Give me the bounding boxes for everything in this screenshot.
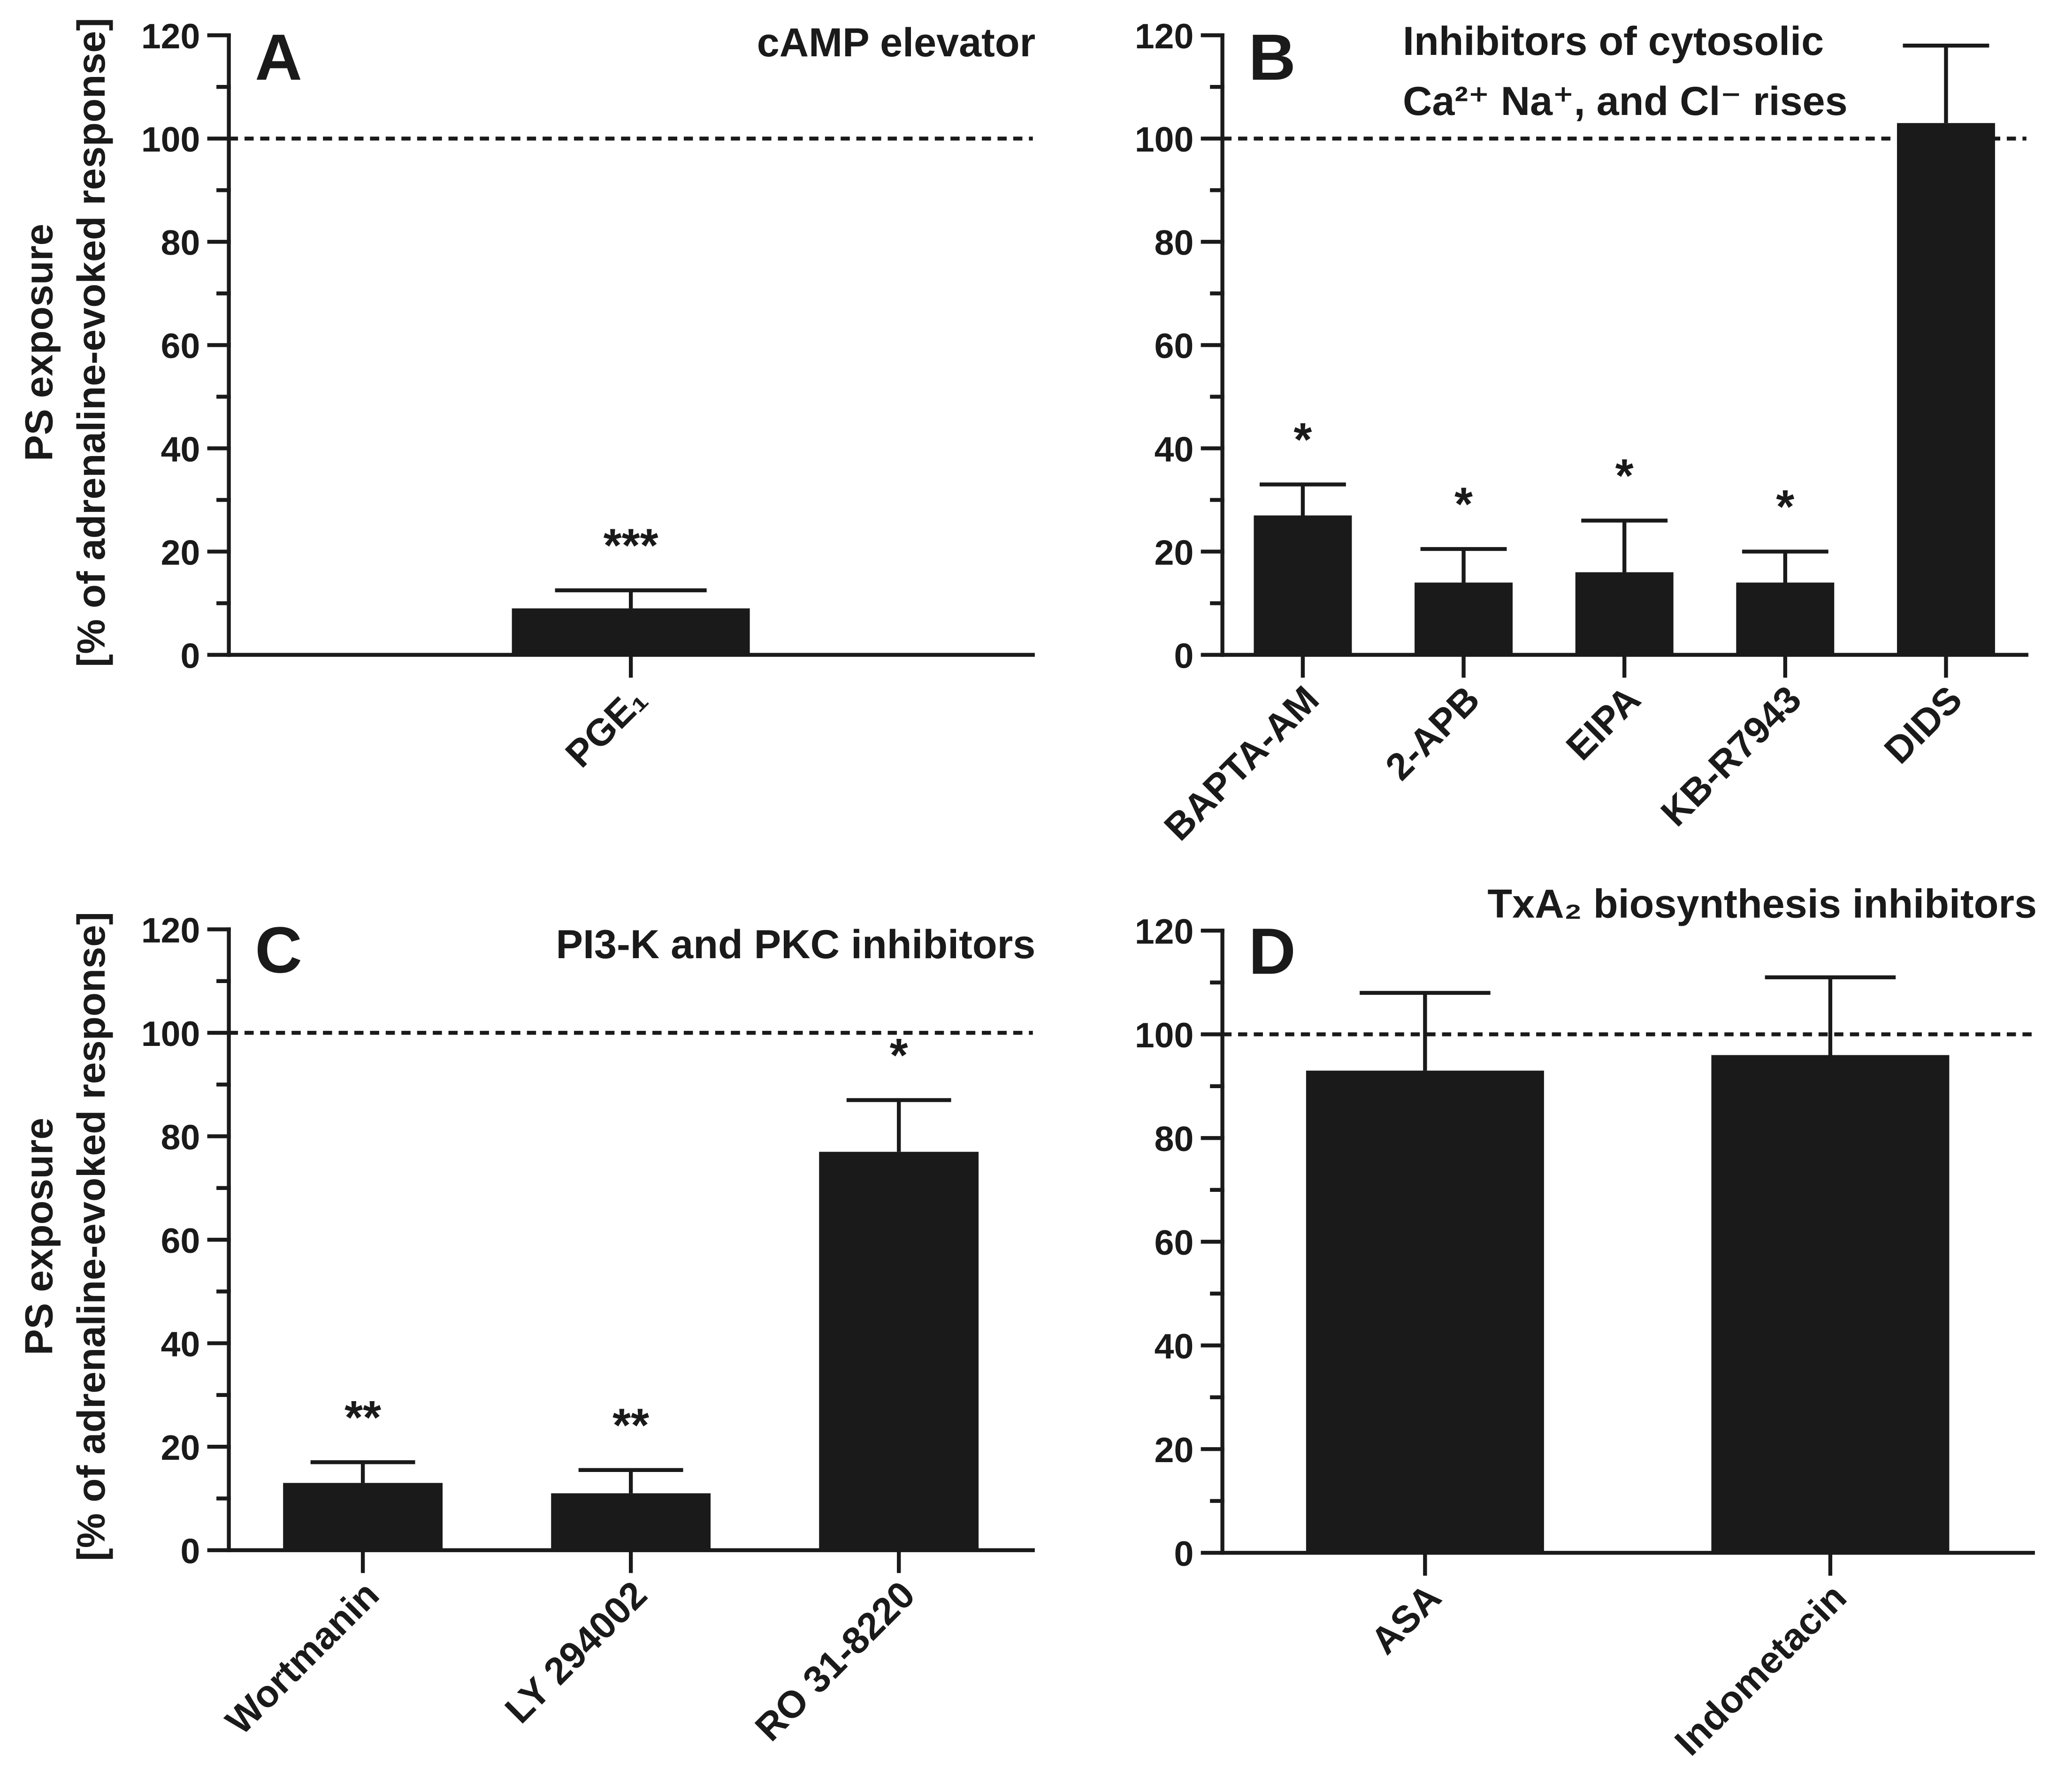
bar-2-apb bbox=[1415, 582, 1513, 655]
y-tick-label-40: 40 bbox=[1155, 429, 1194, 469]
bar-pge1 bbox=[512, 608, 750, 655]
panel-title: Inhibitors of cytosolic bbox=[1403, 19, 1824, 64]
y-tick-label-40: 40 bbox=[1155, 1327, 1194, 1366]
y-tick-label-20: 20 bbox=[1155, 533, 1194, 572]
significance-wortmanin: ** bbox=[344, 1391, 381, 1444]
y-axis-label: PS exposure bbox=[17, 224, 61, 461]
panel-title: TxA₂ biosynthesis inhibitors bbox=[1487, 881, 2037, 926]
significance-pge1: *** bbox=[604, 519, 658, 572]
bar-kb-r7943 bbox=[1736, 582, 1835, 655]
significance-bapta-am: * bbox=[1293, 413, 1312, 466]
y-tick-label-80: 80 bbox=[1155, 223, 1194, 262]
bar-eipa bbox=[1575, 572, 1674, 655]
y-tick-label-120: 120 bbox=[141, 16, 200, 56]
significance-ro-31-8220: * bbox=[890, 1029, 908, 1082]
y-tick-label-100: 100 bbox=[1135, 1015, 1193, 1055]
panel-title: cAMP elevator bbox=[757, 20, 1036, 65]
y-tick-label-60: 60 bbox=[1155, 1223, 1194, 1262]
panel-letter: A bbox=[255, 21, 302, 94]
bar-bapta-am bbox=[1254, 515, 1352, 655]
y-tick-label-100: 100 bbox=[141, 120, 200, 159]
panel-letter: B bbox=[1248, 21, 1296, 94]
bar-asa bbox=[1306, 1070, 1544, 1553]
y-tick-label-100: 100 bbox=[141, 1014, 200, 1053]
y-axis-label: PS exposure bbox=[17, 1118, 61, 1355]
y-tick-label-0: 0 bbox=[1174, 636, 1194, 675]
bar-wortmanin bbox=[283, 1483, 443, 1550]
y-tick-label-0: 0 bbox=[180, 636, 200, 675]
y-tick-label-120: 120 bbox=[141, 910, 200, 950]
y-tick-label-80: 80 bbox=[161, 223, 200, 262]
bar-dids bbox=[1897, 123, 1995, 655]
y-tick-label-20: 20 bbox=[161, 1428, 200, 1467]
y-tick-label-80: 80 bbox=[1155, 1119, 1194, 1159]
y-tick-label-40: 40 bbox=[161, 1324, 200, 1364]
significance-kb-r7943: * bbox=[1776, 480, 1794, 533]
y-axis-label: [% of adrenaline-evoked response] bbox=[69, 18, 113, 667]
y-tick-label-120: 120 bbox=[1135, 912, 1193, 951]
panel-title: Ca²⁺ Na⁺, and Cl⁻ rises bbox=[1403, 79, 1848, 124]
y-tick-label-80: 80 bbox=[161, 1117, 200, 1157]
panel-letter: C bbox=[255, 913, 302, 986]
y-tick-label-60: 60 bbox=[161, 326, 200, 366]
significance-eipa: * bbox=[1615, 450, 1634, 502]
y-tick-label-0: 0 bbox=[180, 1532, 200, 1571]
y-tick-label-60: 60 bbox=[161, 1221, 200, 1260]
y-tick-label-100: 100 bbox=[1135, 120, 1193, 159]
bar-ro-31-8220 bbox=[819, 1151, 979, 1550]
y-tick-label-20: 20 bbox=[1155, 1430, 1194, 1470]
significance-2-apb: * bbox=[1454, 478, 1473, 531]
y-axis-label: [% of adrenaline-evoked response] bbox=[69, 912, 113, 1561]
y-tick-label-60: 60 bbox=[1155, 326, 1194, 366]
y-tick-label-40: 40 bbox=[161, 429, 200, 469]
y-tick-label-0: 0 bbox=[1174, 1534, 1194, 1573]
significance-ly-294002: ** bbox=[612, 1399, 649, 1451]
panel-letter: D bbox=[1248, 915, 1296, 988]
y-tick-label-120: 120 bbox=[1135, 16, 1193, 56]
bar-indometacin bbox=[1711, 1055, 1950, 1553]
y-tick-label-20: 20 bbox=[161, 533, 200, 572]
panel-title: PI3-K and PKC inhibitors bbox=[556, 922, 1035, 967]
bar-ly-294002 bbox=[551, 1493, 711, 1550]
